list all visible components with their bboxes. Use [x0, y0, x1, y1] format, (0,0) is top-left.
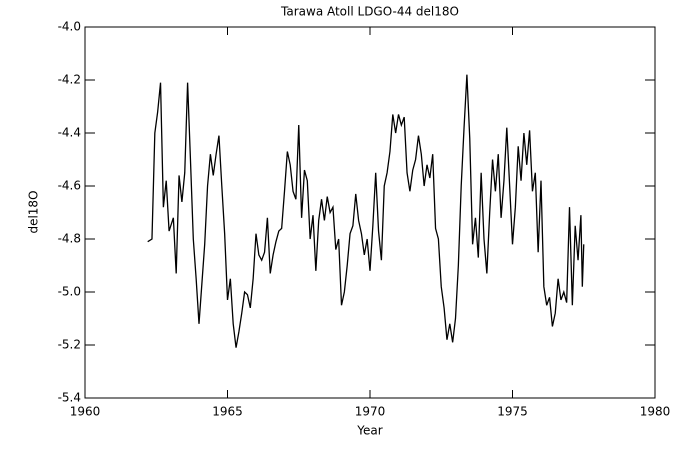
y-tick-label: -4.8 [58, 232, 81, 246]
y-tick-label: -4.2 [58, 73, 81, 87]
chart-title: Tarawa Atoll LDGO-44 del18O [280, 5, 459, 19]
y-tick-label: -4.6 [58, 179, 81, 193]
y-tick-label: -5.2 [58, 338, 81, 352]
x-tick-label: 1975 [497, 405, 528, 419]
x-tick-label: 1965 [212, 405, 243, 419]
x-tick-label: 1980 [640, 405, 671, 419]
y-tick-label: -5.0 [58, 285, 81, 299]
y-tick-label: -5.4 [58, 391, 81, 405]
data-line [147, 74, 585, 348]
x-tick-label: 1970 [355, 405, 386, 419]
x-tick-label: 1960 [70, 405, 101, 419]
y-tick-label: -4.4 [58, 126, 81, 140]
y-axis-label: del18O [27, 190, 41, 233]
x-axis-label: Year [356, 424, 382, 438]
y-tick-label: -4.0 [58, 20, 81, 34]
